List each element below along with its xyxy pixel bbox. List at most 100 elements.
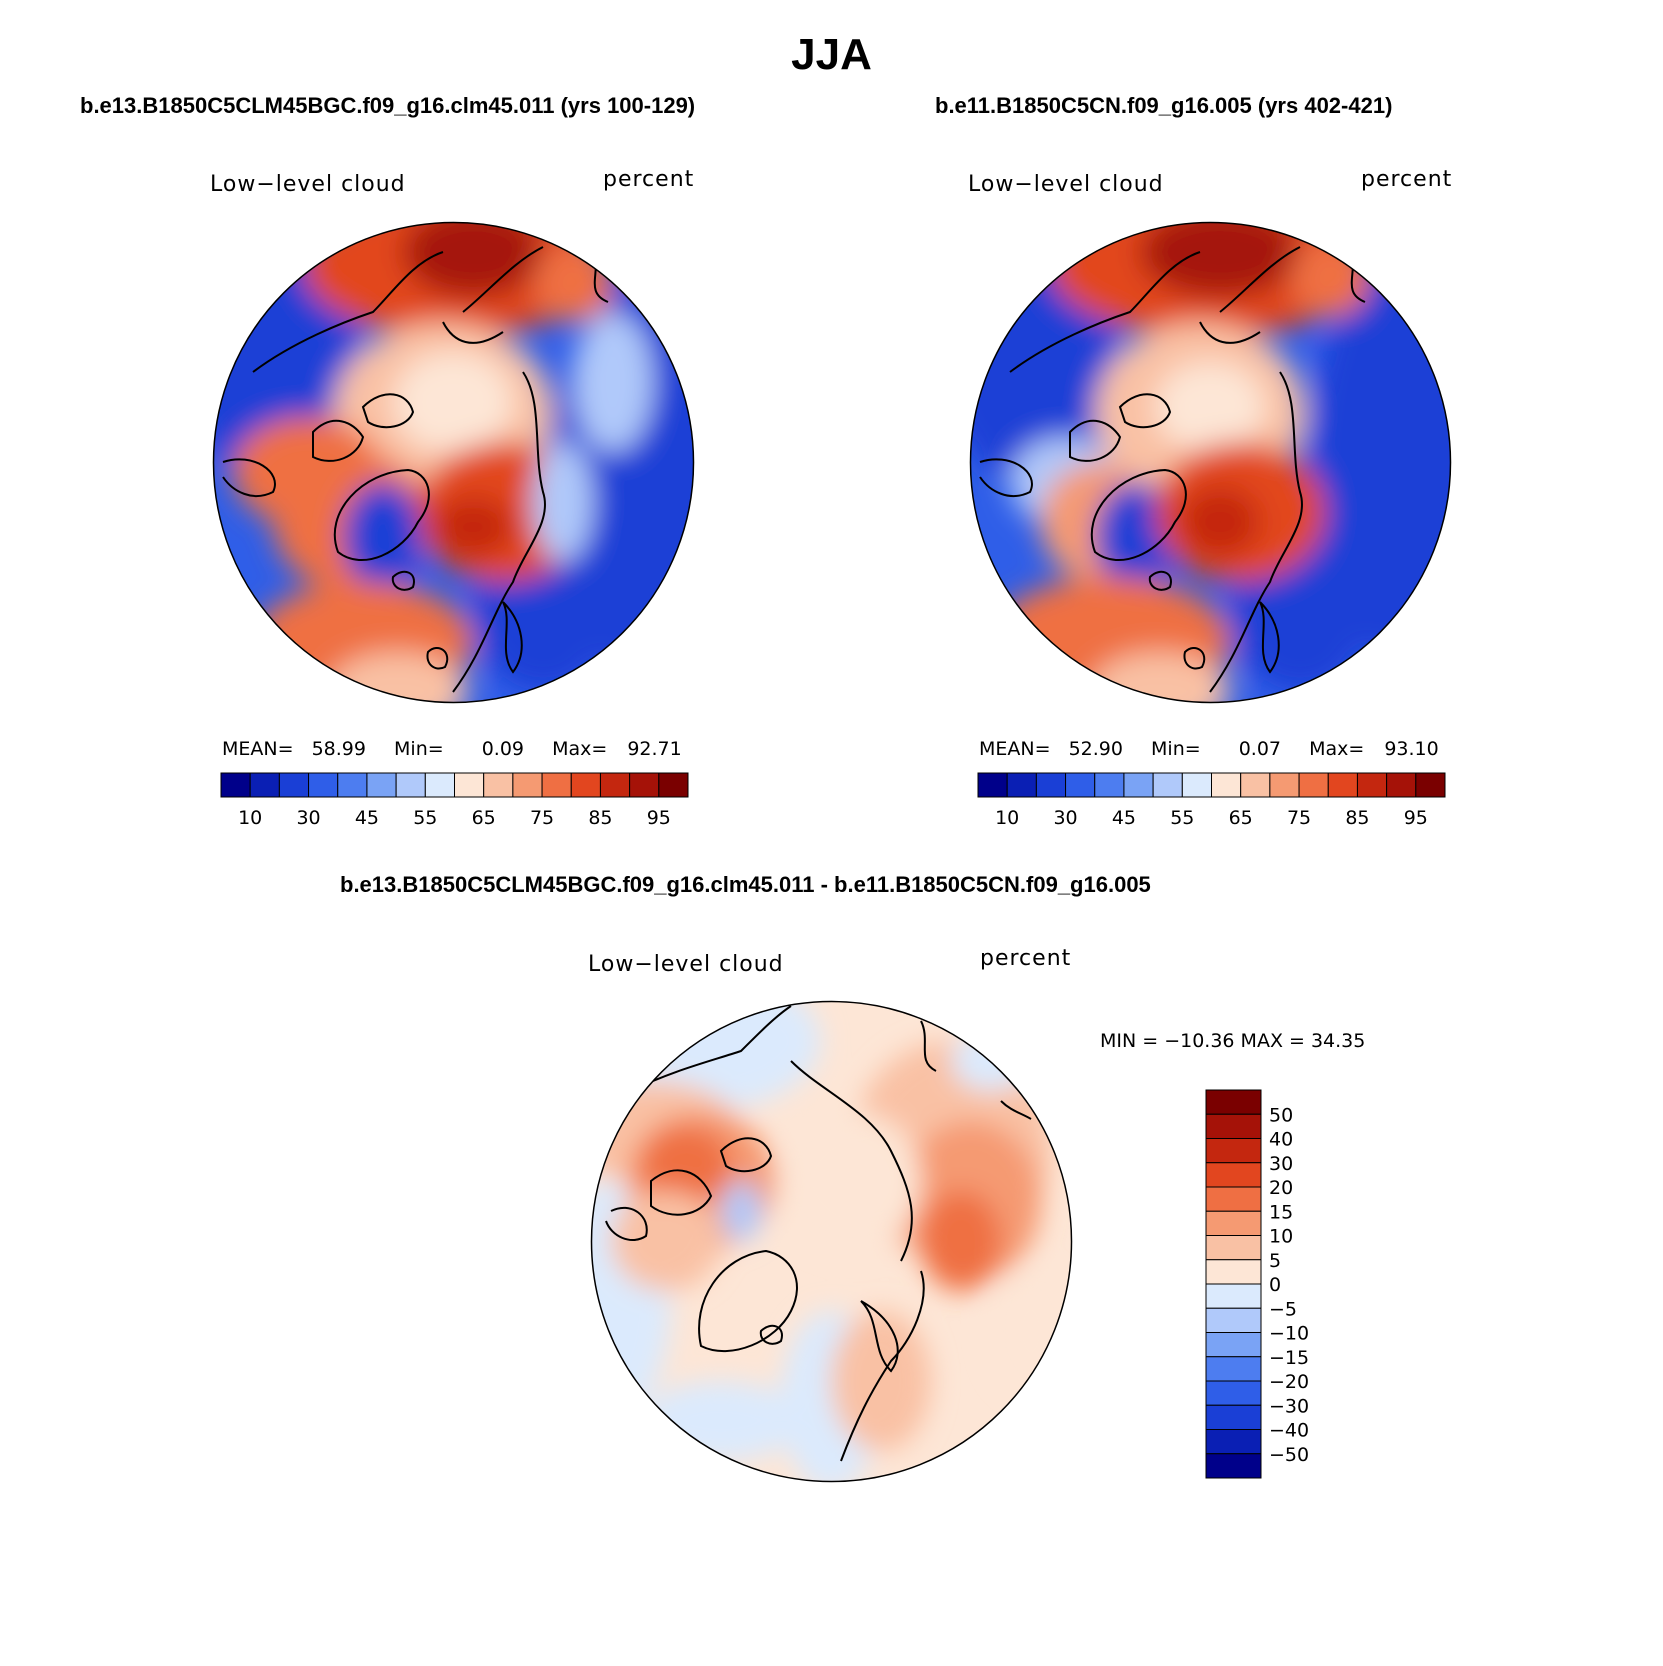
panel3-colorbar-swatch	[1205, 1089, 1262, 1115]
panel1-mean-label: MEAN=	[222, 738, 294, 760]
panel1-colorbar-swatch	[366, 772, 397, 798]
panel2-colorbar-swatch	[1386, 772, 1417, 798]
panel3-colorbar-swatch	[1205, 1356, 1262, 1382]
panel1-colorbar-swatch	[599, 772, 631, 798]
panel3-colorbar-swatch	[1205, 1138, 1262, 1164]
panel2-colorbar-swatch	[1240, 772, 1271, 798]
panel1-stats: MEAN= 58.99 Min= 0.09 Max= 92.71	[222, 738, 682, 760]
panel3-colorbar-swatch	[1205, 1283, 1262, 1309]
panel3-units-label: percent	[980, 946, 1072, 971]
panel3-colorbar-tick-label: −5	[1269, 1298, 1297, 1320]
panel1-colorbar-swatch	[483, 772, 514, 798]
panel1-colorbar-swatch	[220, 772, 251, 798]
panel1-colorbar-tick-label: 75	[530, 807, 554, 829]
panel1-mean-value: 58.99	[311, 738, 366, 760]
panel3-colorbar-tick-label: 20	[1269, 1177, 1293, 1199]
panel2-colorbar-swatch	[977, 772, 1008, 798]
panel2-polar-map	[969, 221, 1452, 704]
panel3-variable-label: Low−level cloud	[588, 952, 784, 977]
panel2-colorbar-tick-label: 45	[1112, 807, 1136, 829]
panel1-colorbar-swatch	[658, 772, 689, 798]
panel3-colorbar-swatch	[1205, 1404, 1262, 1430]
panel2-max-value: 93.10	[1384, 738, 1439, 760]
panel1-min-value: 0.09	[481, 738, 525, 760]
panel3-colorbar-swatch	[1205, 1235, 1262, 1261]
panel1-colorbar-tick-label: 55	[413, 807, 437, 829]
panel2-mean-label: MEAN=	[979, 738, 1051, 760]
panel2-colorbar-tick-label: 65	[1229, 807, 1253, 829]
panel2-colorbar-swatch	[1269, 772, 1300, 798]
panel1-colorbar-swatch	[395, 772, 426, 798]
figure-title: JJA	[791, 30, 872, 79]
panel3-colorbar-tick-label: −30	[1269, 1395, 1309, 1417]
panel2-colorbar-tick-label: 10	[995, 807, 1019, 829]
panel1-colorbar-swatch	[629, 772, 660, 798]
panel2-colorbar-swatch	[1065, 772, 1096, 798]
panel1-colorbar-tick-label: 95	[647, 807, 671, 829]
panel3-colorbar-swatch	[1205, 1113, 1262, 1139]
panel2-variable-label: Low−level cloud	[968, 172, 1164, 197]
panel1-colorbar-swatch	[337, 772, 368, 798]
panel2-colorbar-swatch	[1123, 772, 1154, 798]
panel1-colorbar-swatch	[570, 772, 601, 798]
panel1-units-label: percent	[603, 167, 695, 192]
panel2-min-value: 0.07	[1238, 738, 1282, 760]
panel3-colorbar-tick-label: 5	[1269, 1250, 1281, 1272]
panel2-colorbar-swatch	[1356, 772, 1388, 798]
panel3-colorbar-swatch	[1205, 1186, 1262, 1212]
panel2-colorbar-swatch	[1298, 772, 1329, 798]
panel3-colorbar-tick-label: 30	[1269, 1153, 1293, 1175]
panel1-variable-label: Low−level cloud	[210, 172, 406, 197]
panel1-colorbar-tick-label: 30	[296, 807, 320, 829]
panel3-colorbar-tick-label: −10	[1269, 1323, 1309, 1345]
panel3-colorbar-tick-label: −15	[1269, 1347, 1309, 1369]
panel2-mean-value: 52.90	[1068, 738, 1123, 760]
panel2-units-label: percent	[1361, 167, 1453, 192]
panel2-case-title: b.e11.B1850C5CN.f09_g16.005 (yrs 402-421…	[935, 93, 1393, 118]
panel1-case-title: b.e13.B1850C5CLM45BGC.f09_g16.clm45.011 …	[80, 93, 696, 118]
panel3-colorbar-swatch	[1205, 1210, 1262, 1236]
panel2-colorbar-swatch	[1035, 772, 1067, 798]
panel1-colorbar-swatch	[249, 772, 280, 798]
panel3-colorbar-swatch	[1205, 1307, 1262, 1333]
panel2-min-label: Min=	[1151, 738, 1201, 760]
panel1-min-label: Min=	[394, 738, 444, 760]
panel1-colorbar-swatch	[454, 772, 485, 798]
panel3-colorbar-tick-label: 50	[1269, 1104, 1293, 1126]
panel3-colorbar-swatch	[1205, 1162, 1262, 1188]
panel2-stats: MEAN= 52.90 Min= 0.07 Max= 93.10	[979, 738, 1439, 760]
panel1-colorbar-tick-label: 45	[355, 807, 379, 829]
panel3-colorbar-tick-label: −20	[1269, 1371, 1309, 1393]
panel1-max-label: Max=	[552, 738, 608, 760]
panel3-minmax: MIN = −10.36 MAX = 34.35	[1100, 1030, 1366, 1052]
panel3-colorbar-swatch	[1205, 1332, 1262, 1358]
panel1-colorbar-swatch	[278, 772, 310, 798]
panel2-colorbar-tick-label: 75	[1287, 807, 1311, 829]
panel3-colorbar-tick-label: −40	[1269, 1420, 1309, 1442]
panel1-polar-map	[212, 221, 695, 704]
panel1-colorbar: 10 30 45 55 65 75 85 95	[220, 772, 689, 829]
panel3-colorbar-tick-label: 15	[1269, 1201, 1293, 1223]
diff-title: b.e13.B1850C5CLM45BGC.f09_g16.clm45.011 …	[340, 872, 1151, 897]
panel2-max-label: Max=	[1309, 738, 1365, 760]
panel2-colorbar-swatch	[1152, 772, 1183, 798]
panel2-colorbar-swatch	[1327, 772, 1358, 798]
panel3-colorbar-swatch	[1205, 1453, 1262, 1479]
panel1-colorbar-swatch	[308, 772, 339, 798]
panel1-colorbar-tick-label: 65	[472, 807, 496, 829]
panel1-colorbar-swatch	[512, 772, 543, 798]
panel2-colorbar-swatch	[1181, 772, 1212, 798]
panel2-colorbar-tick-label: 85	[1345, 807, 1369, 829]
panel3-colorbar-tick-label: 0	[1269, 1274, 1281, 1296]
panel1-colorbar-swatch	[424, 772, 455, 798]
panel3-colorbar-swatch	[1205, 1380, 1262, 1406]
panel2-colorbar-tick-label: 95	[1404, 807, 1428, 829]
panel2-colorbar-tick-label: 30	[1053, 807, 1077, 829]
panel1-max-value: 92.71	[627, 738, 682, 760]
panel2-colorbar: 10 30 45 55 65 75 85 95	[977, 772, 1446, 829]
panel3-colorbar-tick-label: 40	[1269, 1129, 1293, 1151]
panel2-colorbar-tick-label: 55	[1170, 807, 1194, 829]
panel2-colorbar-swatch	[1415, 772, 1446, 798]
panel2-colorbar-swatch	[1094, 772, 1125, 798]
